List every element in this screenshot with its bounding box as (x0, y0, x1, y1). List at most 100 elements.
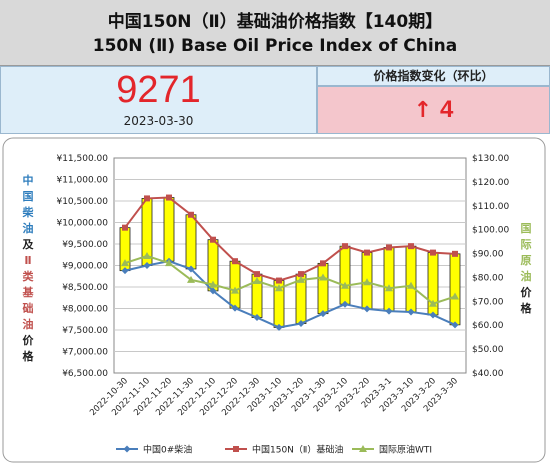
series-point (121, 267, 129, 275)
right-axis-label-char: 国 (521, 222, 532, 235)
left-axis-label-char: 国 (23, 190, 34, 203)
series-point (232, 258, 238, 265)
spread-bar (405, 245, 417, 313)
series-point (253, 277, 261, 285)
series-point (188, 211, 194, 218)
series-point (451, 292, 459, 300)
series-line (124, 260, 456, 329)
change-label: 价格指数变化（环比） (317, 66, 550, 86)
series-point (165, 259, 173, 267)
series-point (385, 284, 393, 292)
series-point (275, 323, 283, 331)
index-value: 9271 (116, 69, 201, 111)
left-tick-label: ¥8,500.00 (62, 283, 108, 293)
left-axis-label-char: 油 (23, 221, 34, 235)
series-line (124, 254, 456, 305)
series-point (363, 278, 371, 286)
series-point (210, 236, 216, 243)
left-axis-label-char: 油 (23, 317, 34, 331)
right-tick-label: $70.00 (472, 297, 504, 307)
series-point (319, 310, 327, 318)
series-line (124, 196, 456, 282)
series-point (319, 273, 327, 281)
spread-bar (163, 197, 175, 262)
series-point (407, 281, 415, 289)
left-axis-label-char: 柴 (22, 205, 35, 219)
spread-bar (383, 247, 395, 312)
series-point (276, 277, 282, 284)
left-axis-label-char: Ⅱ (24, 254, 31, 267)
left-tick-label: ¥10,000.00 (56, 219, 108, 229)
series-point (166, 194, 172, 201)
series-point (364, 249, 370, 256)
right-tick-label: $100.00 (472, 226, 509, 236)
left-tick-label: ¥11,500.00 (56, 154, 108, 164)
series-point (231, 286, 239, 294)
left-tick-label: ¥7,000.00 (62, 348, 108, 358)
series-point (187, 265, 195, 273)
right-tick-label: $50.00 (472, 345, 504, 355)
series-point (209, 287, 217, 295)
right-tick-label: $120.00 (472, 178, 509, 188)
legend-label: 中国150N（Ⅱ）基础油 (252, 444, 343, 456)
legend-label: 中国0#柴油 (143, 444, 192, 456)
price-index-chart: ¥6,500.00 ¥7,000.00 ¥7,500.00 ¥8,000.00 ¥8,5… (2, 137, 546, 463)
title-english: 150N (Ⅱ) Base Oil Price Index of China (92, 36, 458, 56)
right-axis-label-char: 价 (521, 286, 533, 299)
series-point (386, 244, 392, 251)
right-tick-label: $90.00 (472, 250, 504, 260)
right-tick-label: $40.00 (472, 369, 504, 379)
series-point (275, 284, 283, 292)
up-arrow-icon: ↑ (413, 98, 433, 123)
legend-marker (233, 446, 239, 452)
left-axis-label-char: 基 (22, 285, 35, 299)
series-point (363, 305, 371, 313)
spread-bar (229, 260, 241, 309)
right-tick-label: $60.00 (472, 321, 504, 331)
right-axis-label-char: 油 (521, 269, 532, 283)
left-axis-label-char: 格 (23, 349, 35, 363)
series-point (143, 251, 151, 259)
right-tick-label: $110.00 (472, 202, 509, 212)
series-point (429, 311, 437, 319)
left-axis-label-char: 础 (23, 301, 34, 315)
right-axis-label-char: 格 (521, 301, 533, 315)
change-panel: ↑ 4 (317, 86, 550, 134)
legend-marker (359, 445, 367, 452)
legend-label: 国际原油WTI (379, 444, 432, 456)
series-point (385, 307, 393, 315)
series-point (297, 275, 305, 283)
series-point (209, 280, 217, 288)
left-tick-label: ¥9,500.00 (62, 240, 108, 250)
change-value: 4 (440, 96, 454, 123)
left-tick-label: ¥8,000.00 (62, 305, 108, 315)
index-date: 2023-03-30 (123, 114, 194, 128)
spread-bar (339, 245, 351, 305)
series-point (121, 259, 129, 267)
right-axis-label-char: 原 (521, 254, 532, 267)
right-axis-label-char: 际 (521, 237, 532, 251)
series-point (297, 320, 305, 328)
chart-container: ¥6,500.00 ¥7,000.00 ¥7,500.00 ¥8,000.00 ¥8,5… (0, 134, 550, 468)
spread-bar (449, 253, 461, 326)
spread-bar (185, 214, 197, 270)
series-point (341, 300, 349, 308)
series-point (143, 262, 151, 269)
series-point (320, 260, 326, 267)
left-tick-label: ¥6,500.00 (62, 369, 108, 379)
left-axis-label-char: 类 (23, 269, 35, 283)
left-tick-label: ¥7,500.00 (62, 326, 108, 336)
series-point (298, 271, 304, 278)
series-point (451, 321, 459, 329)
series-point (430, 249, 436, 256)
series-point (452, 250, 458, 257)
series-point (187, 275, 195, 283)
left-tick-label: ¥9,000.00 (62, 262, 108, 272)
left-axis-label-char: 价 (23, 334, 35, 347)
series-point (144, 195, 150, 202)
series-point (429, 299, 437, 307)
series-point (407, 308, 415, 316)
right-tick-label: $130.00 (472, 154, 509, 164)
series-point (408, 243, 414, 250)
right-tick-label: $80.00 (472, 273, 504, 283)
